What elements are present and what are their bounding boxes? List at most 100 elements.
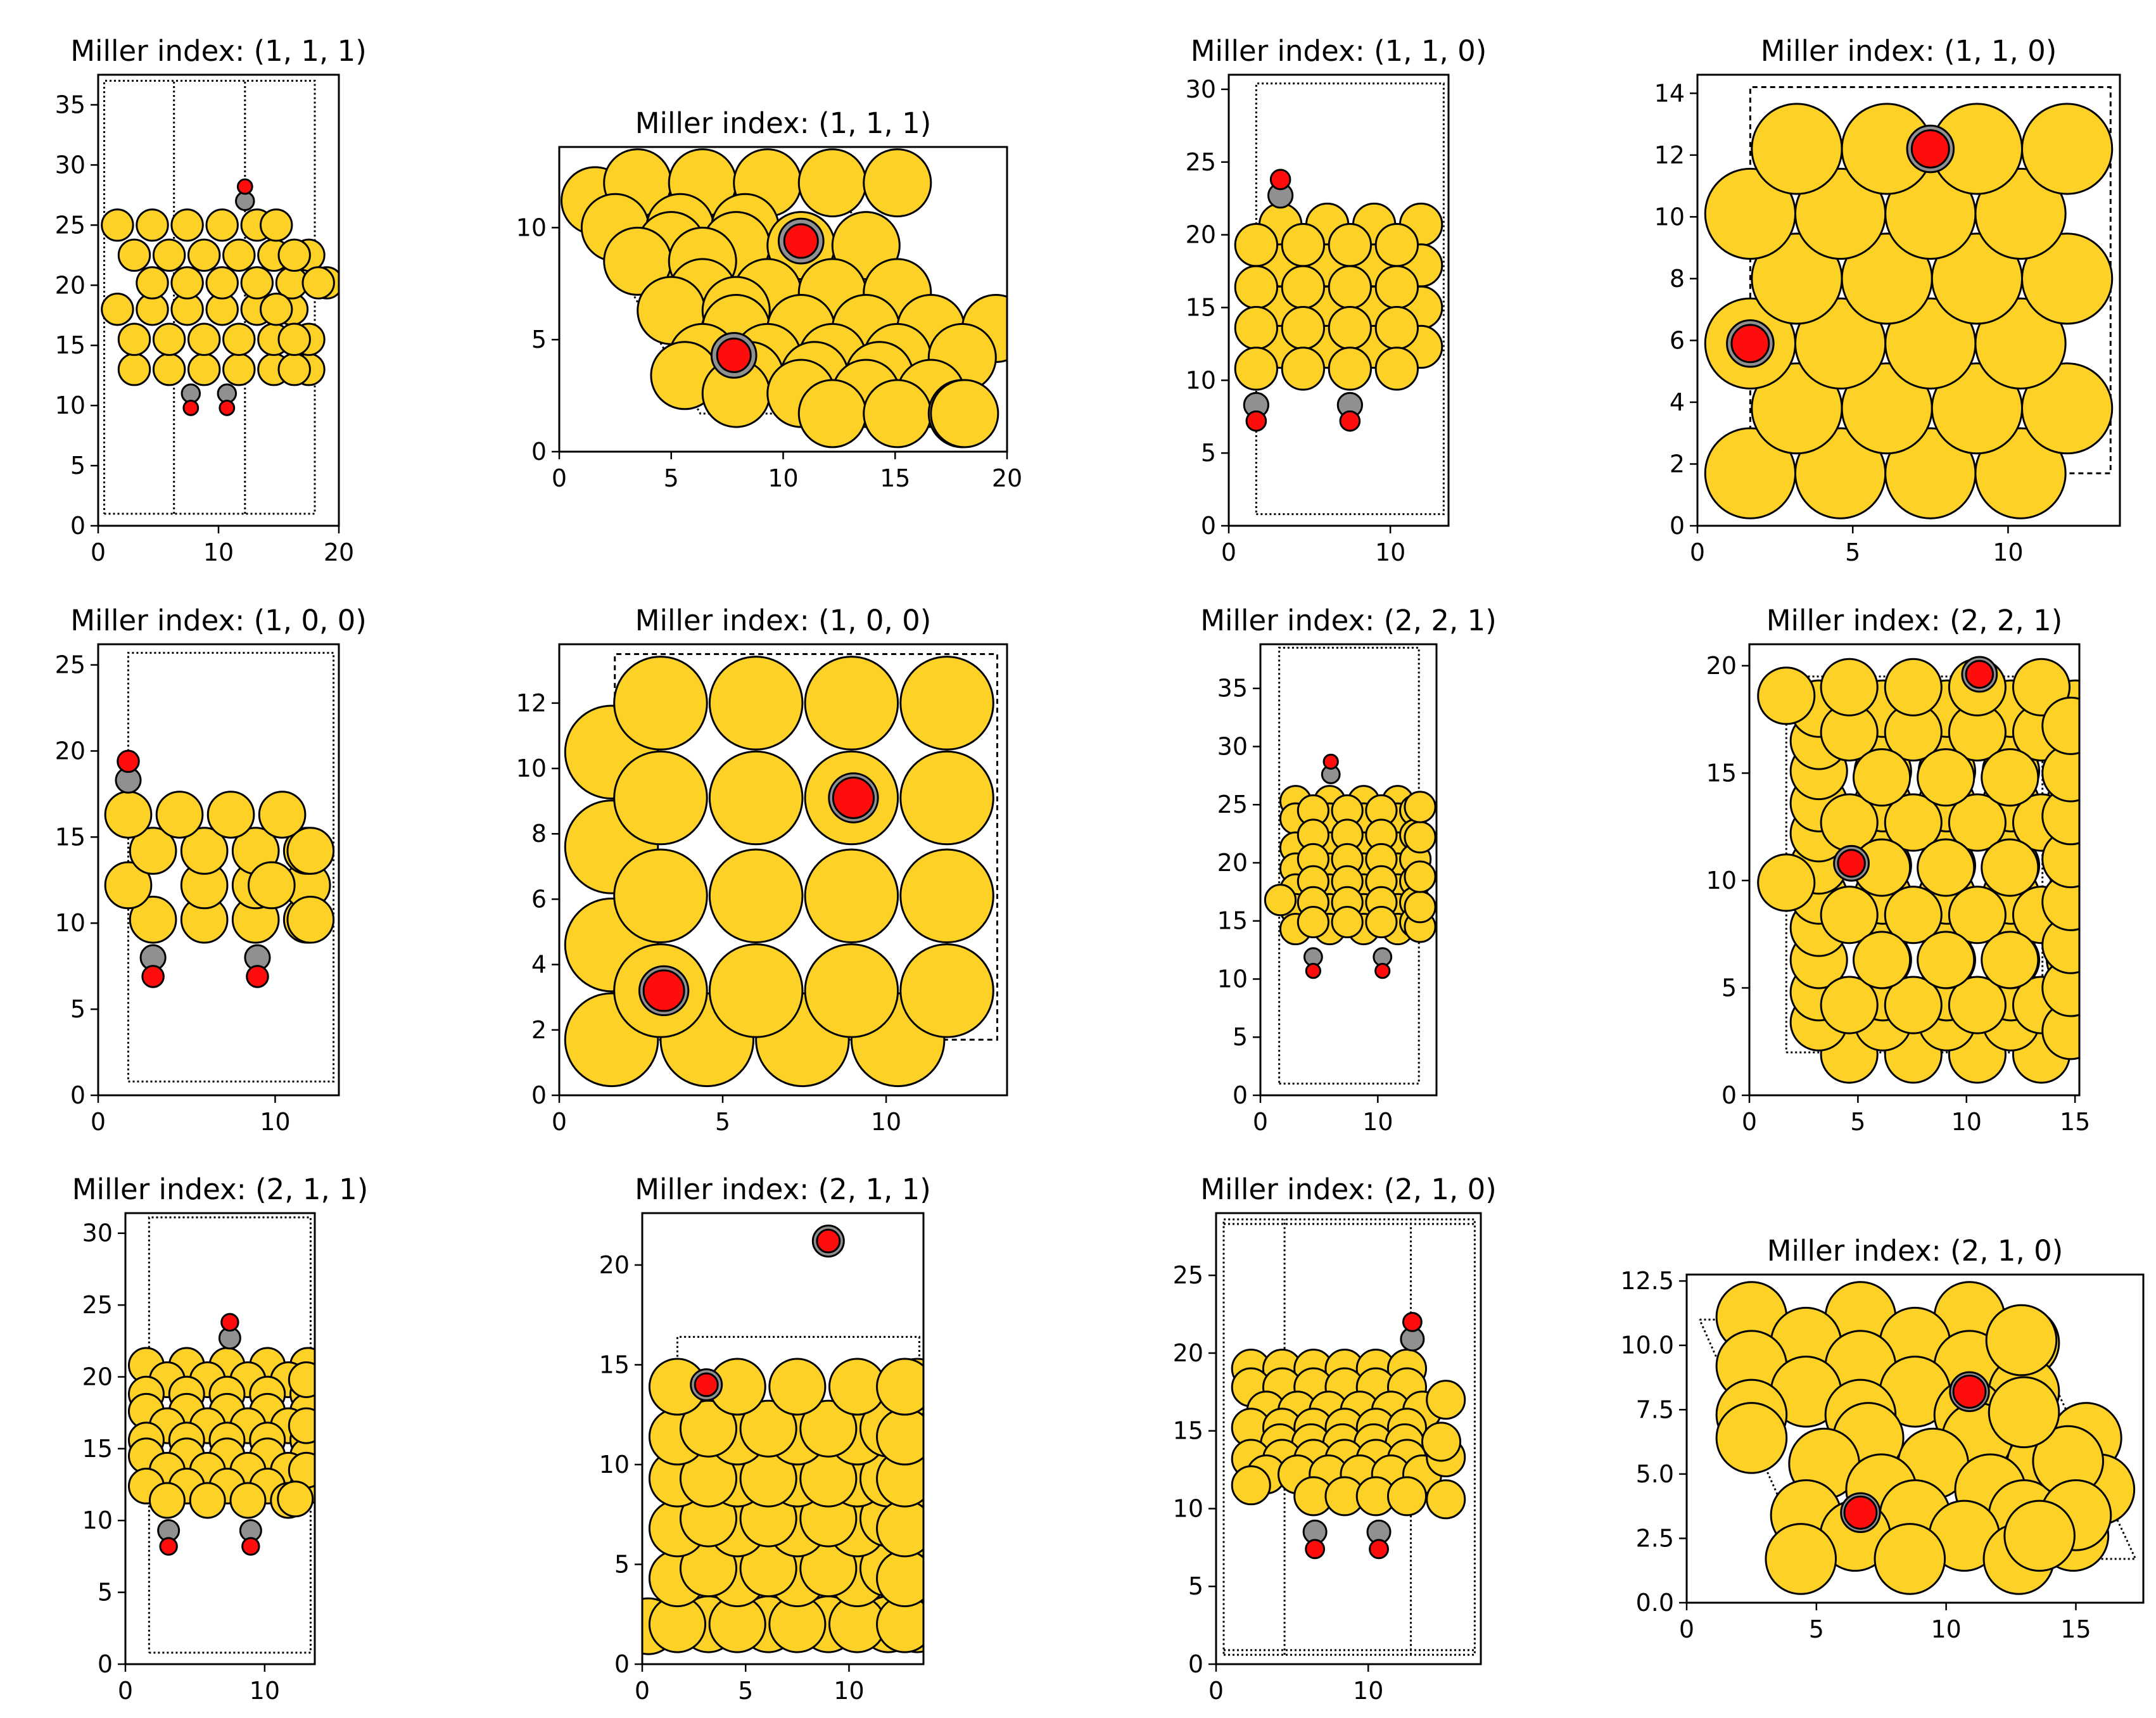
y-tick-label: 0 <box>70 1081 86 1109</box>
axes-frame <box>1259 643 1438 1097</box>
oxygen-atom <box>159 1537 178 1556</box>
gold-atom <box>739 1399 797 1458</box>
gold-atom <box>1948 793 2007 852</box>
y-tick-label: 20 <box>1217 849 1248 877</box>
x-tick-label: 10 <box>250 1677 280 1705</box>
y-tick-label: 10 <box>82 1506 113 1534</box>
gold-atom <box>1974 167 2067 260</box>
y-tick-label: 10 <box>1706 867 1737 894</box>
gold-atom <box>1917 838 1975 897</box>
y-tick-label: 20 <box>1173 1339 1203 1367</box>
gold-atom <box>301 266 335 300</box>
x-tick-label: 5 <box>738 1677 753 1705</box>
gold-atom <box>277 1480 314 1518</box>
x-tick-label: 5 <box>1845 538 1860 566</box>
gold-atom <box>240 266 274 300</box>
panel-title: Miller index: (2, 2, 1) <box>1200 604 1497 637</box>
y-tick-label: 5 <box>531 326 547 353</box>
y-tick-label: 30 <box>1186 75 1216 103</box>
y-tick-label: 15 <box>1173 1417 1203 1445</box>
gold-atom <box>136 208 169 242</box>
y-tick-label: 14 <box>1654 79 1685 107</box>
x-tick-label: 0 <box>1253 1108 1268 1136</box>
gold-atom <box>708 750 804 846</box>
gold-atom <box>613 750 708 846</box>
panel-10: Miller index: (2, 1, 1) 0 5 10 0 5 10 15 20 <box>599 1173 931 1705</box>
gold-atom <box>1917 748 1975 807</box>
panel-title: Miller index: (2, 1, 1) <box>635 1173 931 1206</box>
y-tick-label: 0 <box>614 1650 630 1678</box>
gold-atom <box>1853 748 1912 807</box>
panel-9: Miller index: (2, 1, 1) 0 10 0 5 10 15 20 25 30 <box>72 1173 369 1705</box>
y-tick-label: 0 <box>98 1650 113 1678</box>
oxygen-atom <box>783 223 819 259</box>
panel-title: Miller index: (1, 1, 0) <box>1761 34 2057 68</box>
x-tick-label: 0 <box>1742 1108 1757 1136</box>
axes-frame <box>97 643 340 1097</box>
y-tick-label: 20 <box>55 737 86 765</box>
gold-atom <box>1374 265 1419 309</box>
gold-atom <box>2041 696 2079 755</box>
axes-frame <box>1696 73 2121 527</box>
oxygen-atom <box>1374 963 1391 979</box>
gold-atom <box>286 895 335 944</box>
gold-atom <box>101 293 134 326</box>
oxygen-atom <box>1910 129 1950 169</box>
y-tick-label: 5 <box>1188 1572 1203 1600</box>
x-tick-label: 10 <box>1362 1108 1393 1136</box>
gold-atom <box>1874 1523 1946 1595</box>
unit-cell-line <box>148 1216 312 1654</box>
panel-6: Miller index: (1, 0, 0) 0 5 10 0 2 4 6 8 10 12 <box>516 604 1008 1136</box>
y-tick-label: 10 <box>55 391 86 419</box>
oxygen-atom <box>236 178 253 195</box>
gold-atom <box>1374 347 1419 391</box>
gold-atom <box>189 1482 226 1519</box>
y-tick-label: 15 <box>1217 907 1248 935</box>
y-tick-label: 15 <box>55 823 86 851</box>
y-tick-label: 4 <box>531 951 547 979</box>
y-tick-label: 10 <box>1173 1494 1203 1522</box>
oxygen-atom <box>220 1313 239 1332</box>
gold-atom <box>1917 931 1975 989</box>
panel-5: Miller index: (1, 0, 0) 0 10 0 5 10 15 20 25 <box>55 604 367 1136</box>
x-tick-label: 0 <box>635 1677 650 1705</box>
gold-atom <box>1404 860 1436 893</box>
gold-atom <box>277 322 311 356</box>
y-tick-label: 0.0 <box>1636 1589 1674 1617</box>
panel-title: Miller index: (1, 1, 1) <box>635 106 932 140</box>
gold-atom <box>1715 1402 1788 1474</box>
gold-atom <box>222 238 256 272</box>
gold-atom <box>1426 1479 1466 1520</box>
y-tick-label: 10 <box>1654 203 1685 231</box>
gold-atom <box>1264 884 1297 917</box>
y-tick-label: 15 <box>1186 293 1216 321</box>
axes-frame <box>1227 73 1450 527</box>
gold-atom <box>1234 347 1279 391</box>
gold-atom <box>187 322 221 356</box>
gold-atom <box>170 208 204 242</box>
oxygen-atom <box>219 400 236 416</box>
gold-atom <box>708 943 804 1038</box>
gold-atom <box>1820 886 1879 945</box>
plot-area <box>1222 1218 1476 1656</box>
panel-7: Miller index: (2, 2, 1) 0 10 0 5 10 15 20 25 30 35 <box>1200 604 1497 1136</box>
y-tick-label: 25 <box>55 211 86 239</box>
panel-3: Miller index: (1, 1, 0) 0 10 0 5 10 15 20 25 30 <box>1186 34 1487 566</box>
panel-4: Miller index: (1, 1, 0) 0 5 10 0 2 4 6 8 10 12 14 <box>1654 34 2121 566</box>
gold-atom <box>613 656 708 751</box>
gold-atom <box>1981 838 2039 897</box>
oxygen-atom <box>1305 1539 1326 1560</box>
panel-title: Miller index: (2, 1, 0) <box>1200 1173 1497 1206</box>
gold-atom <box>1948 976 2007 1034</box>
gold-atom <box>136 266 169 300</box>
gold-atom <box>277 352 311 386</box>
gold-atom <box>1985 1304 2058 1377</box>
gold-atom <box>863 379 932 449</box>
y-tick-label: 15 <box>1706 759 1737 787</box>
y-tick-label: 0 <box>1201 512 1216 540</box>
gold-atom <box>1948 886 2007 945</box>
gold-atom <box>1328 305 1373 350</box>
x-tick-label: 10 <box>768 464 798 492</box>
x-tick-label: 10 <box>834 1677 864 1705</box>
gold-atom <box>899 750 994 846</box>
